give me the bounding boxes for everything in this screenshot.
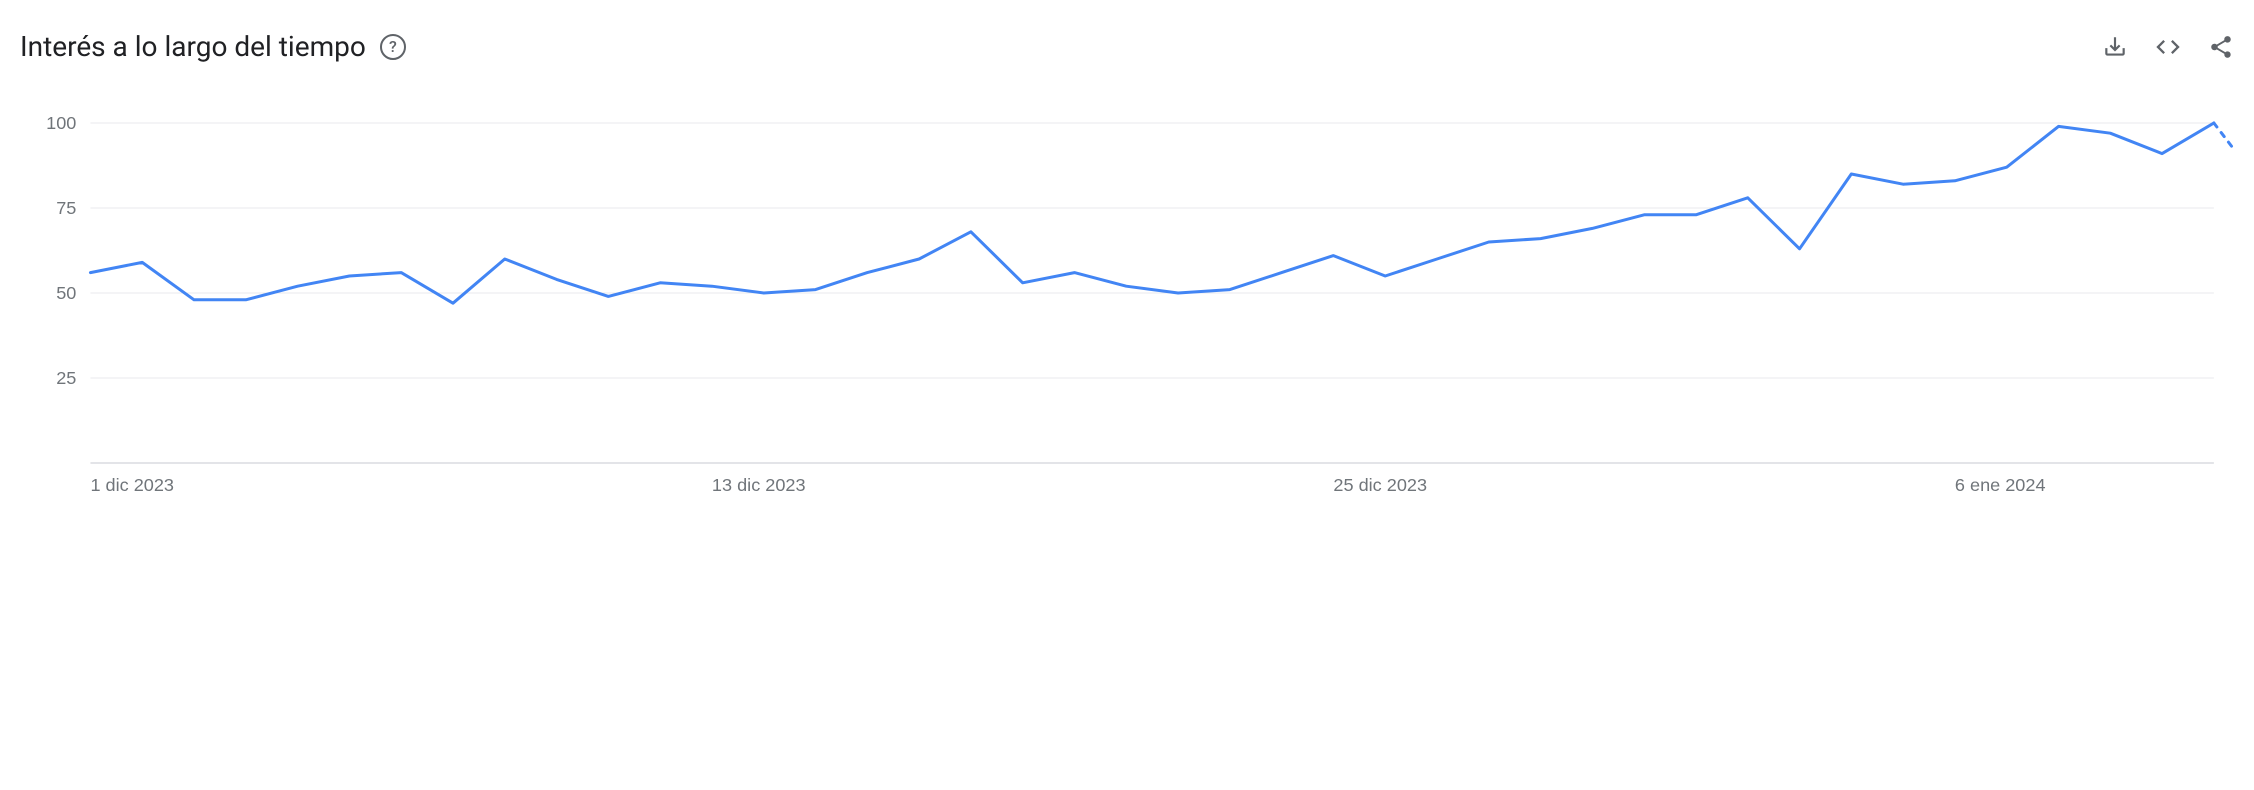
chart-area: 25 50 75 100 1 dic 2023 13 dic 2023 25 dic 202…	[20, 113, 2234, 513]
svg-text:100: 100	[46, 113, 76, 133]
help-icon[interactable]: ?	[380, 34, 406, 60]
svg-text:1 dic 2023: 1 dic 2023	[90, 475, 174, 495]
line-chart: 25 50 75 100 1 dic 2023 13 dic 2023 25 dic 202…	[20, 113, 2234, 513]
share-icon[interactable]	[2208, 34, 2234, 60]
svg-text:6 ene 2024: 6 ene 2024	[1955, 475, 2046, 495]
svg-text:50: 50	[56, 283, 76, 303]
embed-icon[interactable]	[2154, 33, 2182, 61]
svg-text:25 dic 2023: 25 dic 2023	[1333, 475, 1427, 495]
svg-text:75: 75	[56, 198, 76, 218]
download-icon[interactable]	[2102, 34, 2128, 60]
chart-header: Interés a lo largo del tiempo ?	[20, 30, 2234, 63]
title-group: Interés a lo largo del tiempo ?	[20, 30, 406, 63]
svg-text:25: 25	[56, 368, 76, 388]
chart-title: Interés a lo largo del tiempo	[20, 30, 366, 63]
action-bar	[2102, 33, 2234, 61]
svg-text:13 dic 2023: 13 dic 2023	[712, 475, 806, 495]
